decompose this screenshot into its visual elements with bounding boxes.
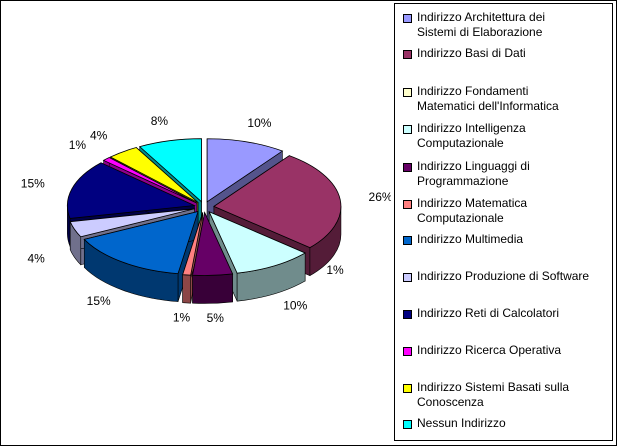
- legend-swatch: [403, 125, 412, 134]
- legend-label: Nessun Indirizzo: [417, 416, 506, 430]
- pie-slice-3: [208, 210, 307, 274]
- pie-slice-0: [206, 138, 284, 203]
- legend-swatch: [403, 273, 412, 282]
- legend-item: Indirizzo Basi di Dati: [403, 46, 608, 61]
- pie-slice-8: [66, 162, 196, 219]
- legend-item: Indirizzo Reti di Calcolatori: [403, 306, 608, 321]
- slice-data-label: 1%: [173, 310, 191, 324]
- legend-label: Indirizzo Fondamenti Matematici dell'Inf…: [417, 84, 559, 113]
- legend-item: Nessun Indirizzo: [403, 416, 608, 431]
- legend-label: Indirizzo Intelligenza Computazionale: [417, 121, 526, 150]
- legend-item: Indirizzo Fondamenti Matematici dell'Inf…: [403, 84, 608, 114]
- legend-swatch: [403, 14, 412, 23]
- legend-swatch: [403, 163, 412, 172]
- legend-swatch: [403, 420, 412, 429]
- legend-swatch: [403, 50, 412, 59]
- legend-swatch: [403, 347, 412, 356]
- slice-data-label: 26%: [369, 190, 391, 204]
- legend-item: Indirizzo Sistemi Basati sulla Conoscenz…: [403, 380, 608, 410]
- slice-data-label: 4%: [27, 251, 45, 265]
- slice-data-label: 10%: [247, 116, 271, 130]
- pie-slice-4: [192, 211, 234, 276]
- pie-slice-5: [182, 212, 204, 276]
- legend-label: Indirizzo Sistemi Basati sulla Conoscenz…: [417, 380, 570, 409]
- legend-swatch: [403, 200, 412, 209]
- pie-tops: [66, 138, 342, 276]
- slice-data-label: 10%: [283, 298, 307, 312]
- legend-swatch: [403, 236, 412, 245]
- legend-item: Indirizzo Linguaggi di Programmazione: [403, 159, 608, 189]
- pie-slice-rim: [192, 273, 233, 304]
- legend-item: Indirizzo Matematica Computazionale: [403, 196, 608, 226]
- legend-item: Indirizzo Produzione di Software: [403, 269, 608, 284]
- legend-item: Indirizzo Intelligenza Computazionale: [403, 121, 608, 151]
- legend-item: Indirizzo Architettura dei Sistemi di El…: [403, 10, 608, 40]
- pie-slice-6: [83, 210, 199, 275]
- legend-label: Indirizzo Basi di Dati: [417, 46, 526, 60]
- legend-label: Indirizzo Architettura dei Sistemi di El…: [417, 10, 546, 39]
- legend-label: Indirizzo Matematica Computazionale: [417, 196, 528, 225]
- legend-swatch: [403, 310, 412, 319]
- legend: Indirizzo Architettura dei Sistemi di El…: [394, 3, 613, 441]
- slice-data-label: 1%: [326, 263, 344, 277]
- pie-slice-10: [109, 147, 199, 203]
- legend-swatch: [403, 88, 412, 97]
- pie-slice-rim: [182, 274, 191, 304]
- pie-slice-7: [69, 208, 195, 238]
- slice-data-label: 8%: [151, 114, 169, 128]
- pie-slice-1: [213, 155, 342, 249]
- legend-item: Indirizzo Multimedia: [403, 232, 608, 247]
- legend-swatch: [403, 384, 412, 393]
- legend-label: Indirizzo Linguaggi di Programmazione: [417, 159, 530, 188]
- slice-data-label: 15%: [21, 176, 45, 190]
- pie-slice-11: [138, 138, 202, 203]
- slice-data-label: 1%: [69, 138, 87, 152]
- legend-label: Indirizzo Ricerca Operativa: [417, 343, 562, 357]
- legend-label: Indirizzo Produzione di Software: [417, 269, 590, 283]
- slice-data-label: 4%: [90, 129, 108, 143]
- pie-slice-9: [102, 157, 198, 204]
- slice-data-label: 15%: [87, 294, 111, 308]
- legend-label: Indirizzo Multimedia: [417, 232, 524, 246]
- slice-data-label: 5%: [207, 311, 225, 325]
- pie-labels: 10%26%10%5%1%15%4%15%1%4%8%1%: [21, 114, 391, 325]
- legend-item: Indirizzo Ricerca Operativa: [403, 343, 608, 358]
- legend-label: Indirizzo Reti di Calcolatori: [417, 306, 560, 320]
- pie-chart: 10%26%10%5%1%15%4%15%1%4%8%1%: [21, 114, 391, 325]
